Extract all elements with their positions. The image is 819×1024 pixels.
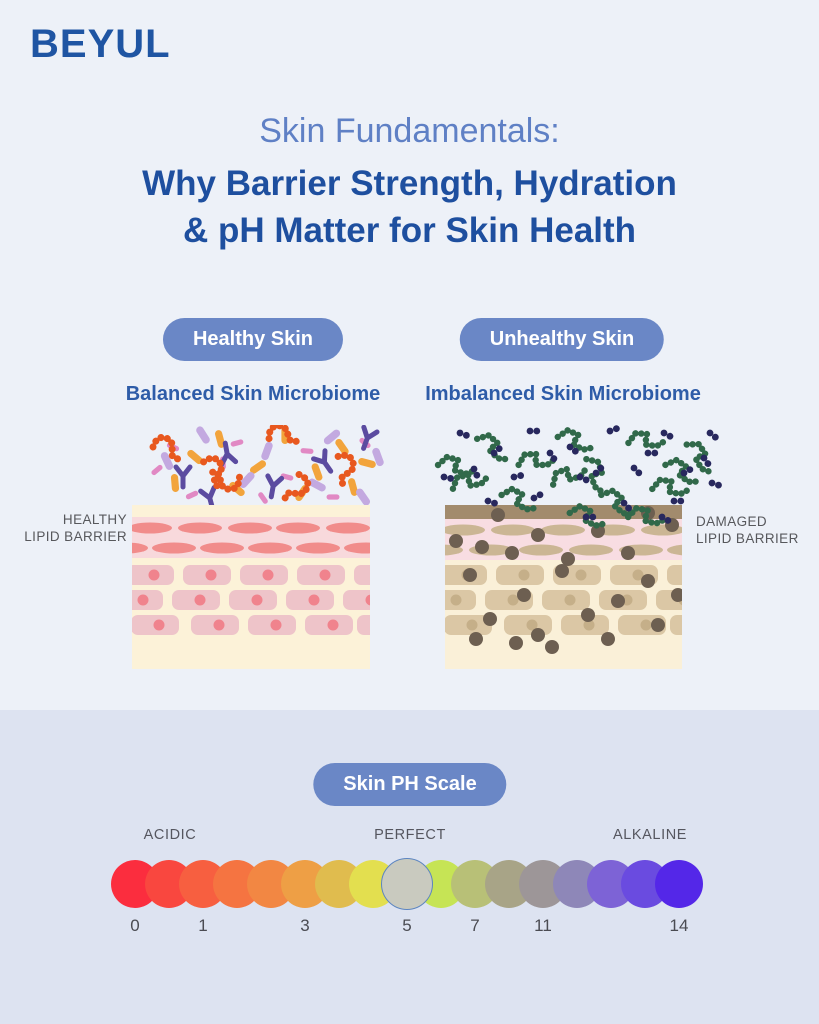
irritant-particles bbox=[449, 506, 682, 654]
skin-cells-layer bbox=[132, 565, 370, 635]
ph-zone-label: PERFECT bbox=[374, 827, 446, 843]
damaged-lipid-barrier-line1: DAMAGED bbox=[696, 514, 768, 529]
microbes-layer bbox=[150, 425, 385, 510]
page-title: Skin Fundamentals: bbox=[259, 112, 560, 150]
healthy-lipid-barrier-line2: LIPID BARRIER bbox=[24, 529, 127, 544]
ph-tick-label: 7 bbox=[470, 916, 480, 935]
brand-logo: BEYUL bbox=[30, 22, 171, 66]
unhealthy-skin-diagram bbox=[420, 425, 740, 669]
page-heading-line2: & pH Matter for Skin Health bbox=[182, 211, 637, 250]
ph-zone-label: ALKALINE bbox=[612, 827, 688, 843]
skin-block bbox=[445, 505, 682, 669]
damaged-lipid-barrier-line2: LIPID BARRIER bbox=[696, 531, 799, 546]
ph-tick-label: 14 bbox=[669, 916, 689, 935]
healthy-lipid-barrier-label: HEALTHY LIPID BARRIER bbox=[7, 511, 127, 545]
page-heading-line1: Why Barrier Strength, Hydration bbox=[142, 164, 677, 203]
ph-tick-label: 1 bbox=[198, 916, 208, 935]
imbalanced-microbiome-label: Imbalanced Skin Microbiome bbox=[425, 383, 701, 405]
ph-dot bbox=[655, 860, 703, 908]
healthy-lipid-barrier-line1: HEALTHY bbox=[62, 512, 127, 527]
ph-tick-label: 3 bbox=[300, 916, 310, 935]
page-heading: Why Barrier Strength, Hydration & pH Mat… bbox=[0, 160, 819, 254]
ph-tick-label: 0 bbox=[130, 916, 140, 935]
unhealthy-skin-badge: Unhealthy Skin bbox=[459, 318, 665, 361]
ph-tick-label: 5 bbox=[402, 916, 412, 935]
ph-scale: Skin PH Scale ACIDIC PERFECT ALKALINE 0 1 3 5 7… bbox=[0, 710, 819, 1024]
ph-scale-badge: Skin PH Scale bbox=[313, 763, 507, 806]
healthy-skin-diagram bbox=[132, 425, 385, 669]
ph-tick-label: 11 bbox=[534, 916, 552, 935]
skin-cells-layer bbox=[445, 506, 682, 654]
lipid-barrier-layer bbox=[132, 517, 370, 558]
damaged-lipid-barrier-label: DAMAGED LIPID BARRIER bbox=[696, 513, 816, 547]
skin-block bbox=[132, 505, 370, 669]
healthy-skin-badge: Healthy Skin bbox=[162, 318, 344, 361]
ph-zone-label: ACIDIC bbox=[143, 827, 197, 843]
balanced-microbiome-label: Balanced Skin Microbiome bbox=[125, 383, 381, 405]
ph-dot-perfect bbox=[381, 858, 433, 910]
